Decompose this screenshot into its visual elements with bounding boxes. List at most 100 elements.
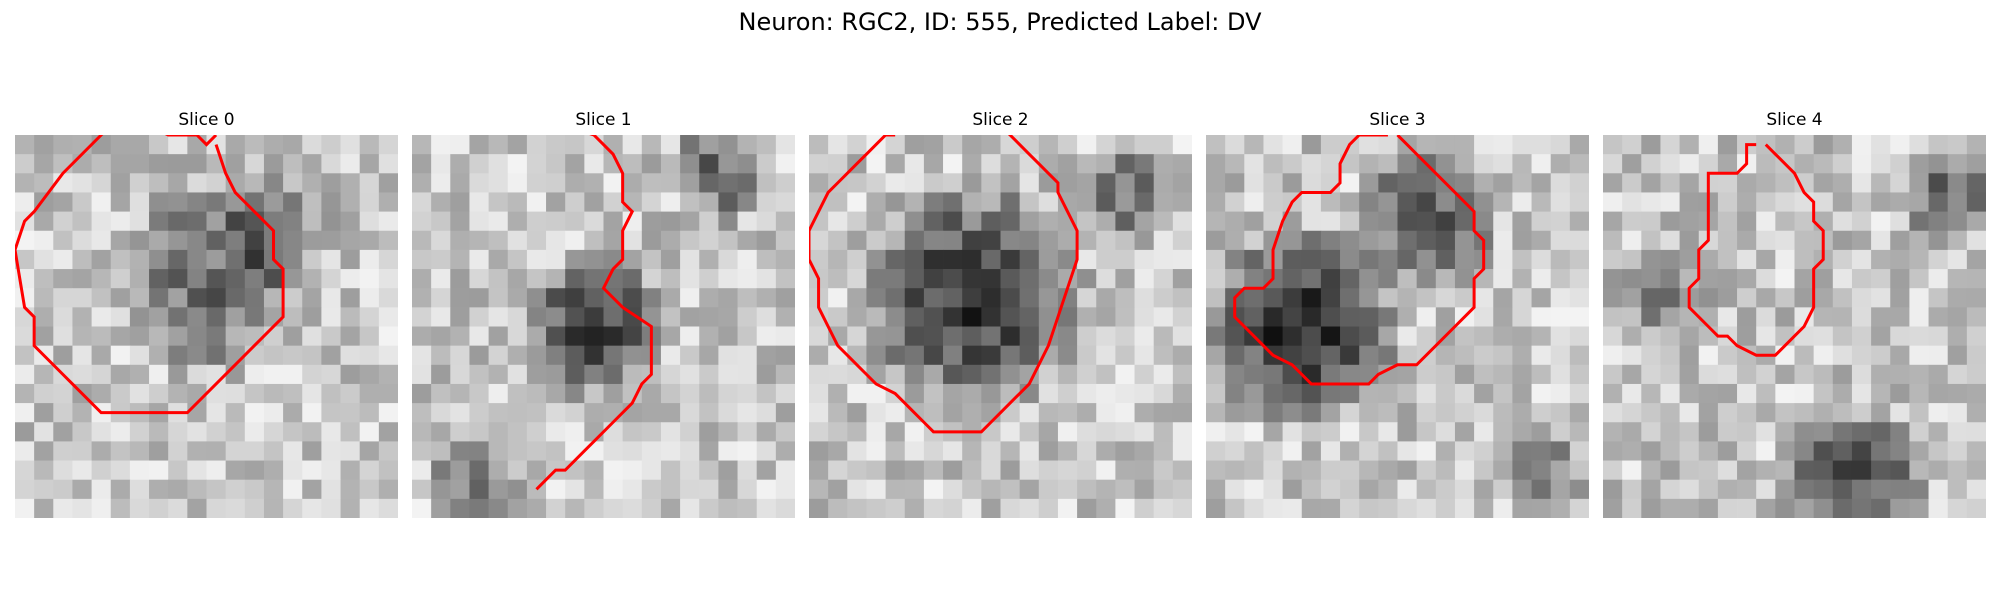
image-pixel — [283, 326, 303, 347]
image-pixel — [1871, 307, 1891, 327]
image-pixel — [885, 269, 906, 289]
image-pixel — [340, 441, 361, 461]
image-pixel — [1172, 288, 1192, 308]
image-pixel — [943, 479, 963, 500]
image-pixel — [775, 135, 795, 155]
image-pixel — [1832, 460, 1853, 481]
image-pixel — [775, 441, 795, 461]
image-pixel — [1096, 192, 1116, 212]
image-pixel — [603, 364, 624, 385]
image-pixel — [1775, 211, 1795, 232]
image-pixel — [828, 403, 848, 423]
image-pixel — [412, 154, 432, 174]
image-pixel — [1775, 479, 1795, 500]
image-pixel — [885, 230, 906, 251]
image-pixel — [1871, 154, 1891, 174]
image-pixel — [1038, 498, 1059, 518]
image-pixel — [1660, 230, 1680, 251]
image-pixel — [680, 326, 700, 347]
image-pixel — [225, 211, 246, 232]
image-pixel — [1038, 460, 1059, 481]
image-pixel — [1115, 249, 1135, 270]
image-pixel — [981, 345, 1001, 366]
image-pixel — [1454, 135, 1475, 155]
image-pixel — [756, 192, 777, 212]
image-pixel — [1909, 479, 1929, 500]
image-pixel — [359, 364, 380, 385]
image-pixel — [225, 422, 246, 442]
image-pixel — [962, 345, 982, 366]
contour-line-4 — [1689, 145, 1823, 356]
image-pixel — [1813, 422, 1834, 442]
image-pixel — [1909, 135, 1929, 155]
image-pixel — [943, 441, 963, 461]
image-pixel — [1134, 173, 1155, 193]
image-pixel — [809, 498, 829, 518]
image-pixel — [340, 364, 361, 385]
image-pixel — [302, 249, 322, 270]
image-pixel — [206, 307, 227, 327]
image-pixel — [718, 326, 738, 347]
image-pixel — [847, 383, 867, 404]
image-pixel — [1244, 422, 1264, 442]
image-pixel — [1890, 192, 1910, 212]
image-pixel — [1057, 192, 1078, 212]
image-pixel — [1569, 403, 1589, 423]
image-pixel — [72, 364, 92, 385]
image-pixel — [34, 498, 54, 518]
image-pixel — [129, 364, 150, 385]
image-pixel — [1057, 364, 1078, 385]
image-pixel — [359, 173, 380, 193]
image-pixel — [1134, 135, 1155, 155]
image-pixel — [1493, 326, 1513, 347]
image-pixel — [72, 345, 92, 366]
image-pixel — [1115, 345, 1135, 366]
image-pixel — [187, 288, 207, 308]
image-pixel — [866, 383, 886, 404]
image-pixel — [1038, 441, 1059, 461]
image-pixel — [283, 288, 303, 308]
image-pixel — [1871, 403, 1891, 423]
image-pixel — [1794, 479, 1815, 500]
image-pixel — [1038, 135, 1059, 155]
image-pixel — [1909, 460, 1929, 481]
image-pixel — [110, 422, 131, 442]
image-pixel — [1153, 422, 1174, 442]
image-pixel — [809, 345, 829, 366]
image-pixel — [737, 326, 758, 347]
image-pixel — [1660, 383, 1680, 404]
image-pixel — [1282, 441, 1303, 461]
image-pixel — [1909, 288, 1929, 308]
image-pixel — [737, 230, 758, 251]
image-pixel — [622, 422, 643, 442]
image-pixel — [603, 460, 624, 481]
image-pixel — [756, 326, 777, 347]
image-pixel — [431, 345, 451, 366]
image-pixel — [1641, 383, 1661, 404]
image-pixel — [775, 269, 795, 289]
image-pixel — [1794, 249, 1815, 270]
image-pixel — [1622, 249, 1642, 270]
image-pixel — [1871, 345, 1891, 366]
image-pixel — [981, 135, 1001, 155]
image-pixel — [775, 364, 795, 385]
image-pixel — [1454, 460, 1475, 481]
image-pixel — [1134, 479, 1155, 500]
image-pixel — [129, 192, 150, 212]
image-pixel — [507, 460, 528, 481]
image-pixel — [962, 307, 982, 327]
image-pixel — [53, 307, 73, 327]
image-pixel — [622, 383, 643, 404]
image-pixel — [1301, 249, 1322, 270]
image-pixel — [526, 173, 547, 193]
image-pixel — [1019, 383, 1040, 404]
image-pixel — [622, 173, 643, 193]
image-pixel — [1038, 154, 1059, 174]
image-pixel — [488, 192, 509, 212]
image-pixel — [1947, 383, 1968, 404]
image-pixel — [488, 211, 509, 232]
image-pixel — [359, 422, 380, 442]
image-pixel — [283, 441, 303, 461]
image-pixel — [168, 230, 188, 251]
image-pixel — [1622, 403, 1642, 423]
